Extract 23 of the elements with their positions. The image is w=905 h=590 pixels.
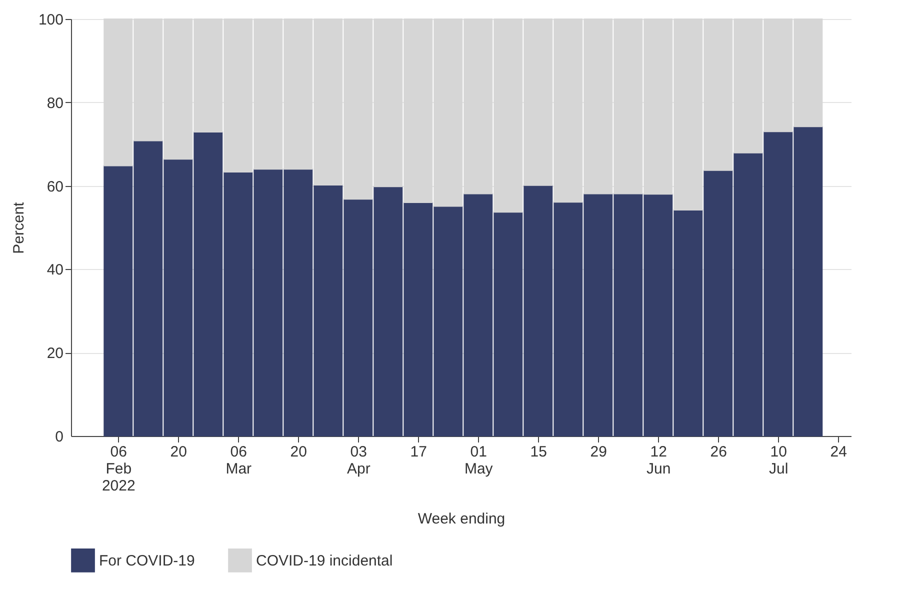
- x-tick-label: 15: [530, 444, 547, 460]
- y-tick-label: 40: [46, 262, 64, 279]
- legend-label: COVID-19 incidental: [256, 552, 393, 570]
- y-tick-label: 100: [38, 12, 64, 28]
- y-tick-label: 60: [46, 178, 64, 196]
- x-tick-label: 06 Mar: [226, 444, 252, 478]
- x-tick-label: 20: [170, 444, 187, 460]
- y-tick-label: 80: [46, 94, 64, 112]
- x-tick-label: 01 May: [464, 444, 494, 478]
- x-tick-label: 24: [830, 444, 847, 460]
- x-tick-label: 06 Feb 2022: [102, 444, 136, 494]
- y-tick-label: 0: [55, 428, 64, 446]
- x-tick-label: 03 Apr: [346, 444, 370, 478]
- y-axis-title: Percent: [10, 201, 28, 254]
- x-tick-label: 17: [410, 444, 427, 460]
- x-tick-label: 20: [290, 444, 307, 460]
- x-axis-title: Week ending: [418, 510, 506, 528]
- x-tick-label: 29: [590, 444, 607, 460]
- x-tick-label: 10 Jul: [769, 444, 788, 478]
- x-tick-label: 26: [710, 444, 727, 460]
- x-tick-label: 12 Jun: [646, 444, 671, 478]
- y-tick-label: 20: [46, 345, 64, 362]
- legend-label: For COVID-19: [99, 552, 195, 570]
